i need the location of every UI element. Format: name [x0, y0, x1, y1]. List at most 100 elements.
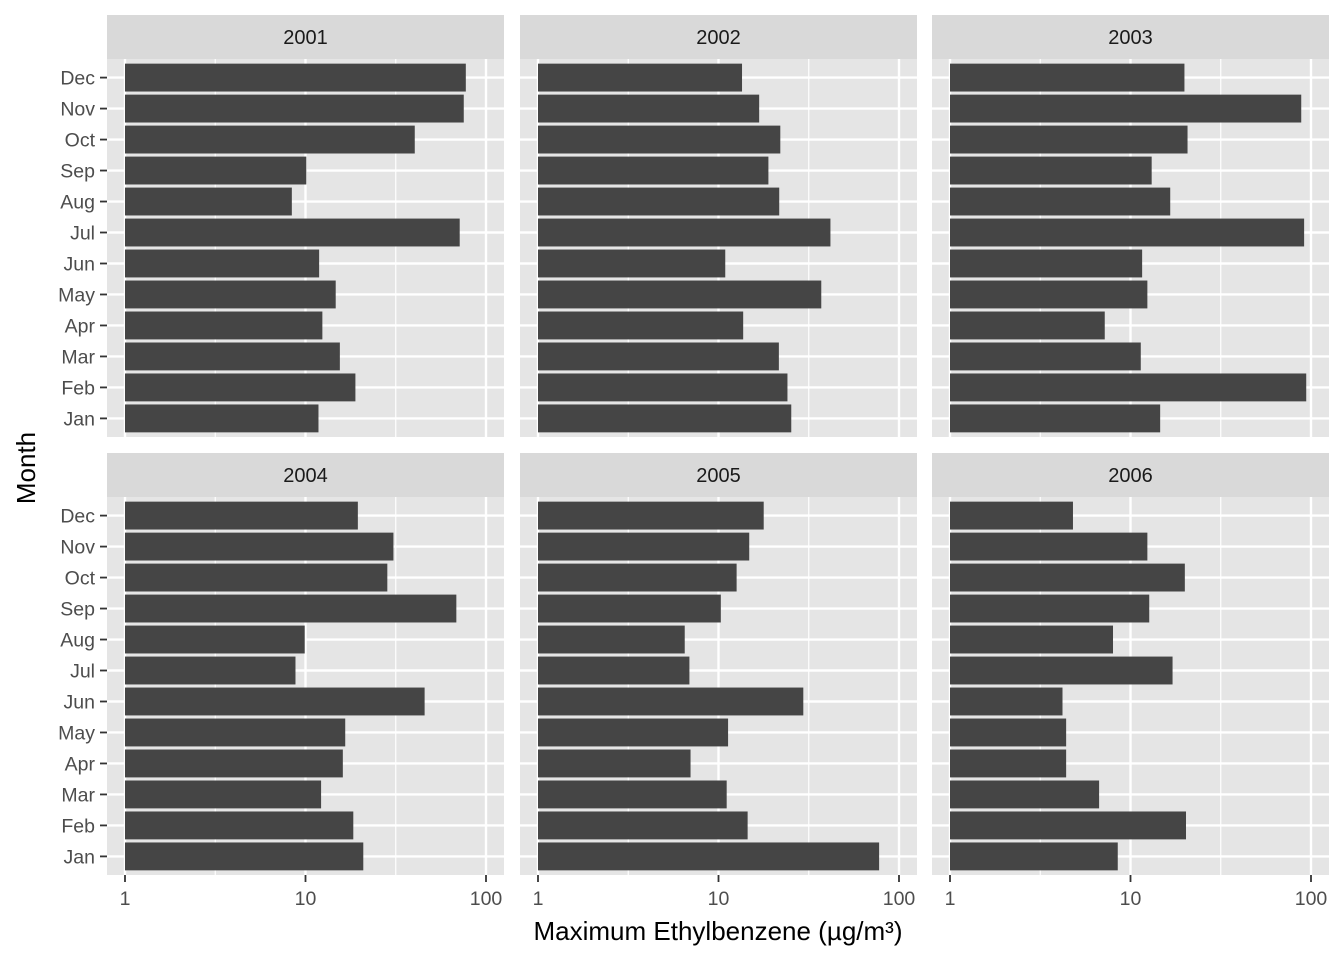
bar-Feb — [950, 373, 1307, 402]
panel-2004: 2004 Jan Feb Mar Apr May Jun Jul Aug Sep Oct Nov Dec… — [58, 453, 504, 910]
y-tick-label: Feb — [61, 815, 95, 837]
bar-Jun — [125, 687, 425, 716]
strip-label: 2004 — [283, 465, 328, 487]
x-tick-label: 1 — [945, 888, 956, 910]
strip-label: 2005 — [696, 465, 741, 487]
bar-Jul — [950, 656, 1173, 685]
bar-Jun — [950, 249, 1143, 278]
y-tick-label: Aug — [60, 192, 95, 214]
bar-Apr — [950, 749, 1067, 778]
x-axis-title: Maximum Ethylbenzene (µg/m³) — [534, 916, 903, 946]
x-tick-label: 100 — [1295, 888, 1328, 910]
bar-Sep — [538, 156, 769, 185]
bar-Jul — [125, 218, 460, 247]
strip-background — [520, 15, 917, 59]
y-tick-label: Sep — [60, 599, 95, 621]
bar-Jan — [950, 842, 1118, 871]
panel-2006: 2006 1 10 100 — [932, 453, 1329, 910]
x-tick-label: 1 — [120, 888, 131, 910]
bar-Oct — [950, 125, 1188, 154]
y-tick-label: Oct — [65, 130, 96, 152]
strip-background — [932, 15, 1329, 59]
bar-Dec — [538, 63, 743, 92]
bar-Mar — [950, 780, 1100, 809]
y-tick-label: Dec — [60, 68, 95, 90]
bar-Mar — [538, 780, 727, 809]
bar-Apr — [950, 311, 1105, 340]
y-tick-label: Jul — [70, 661, 95, 683]
bar-Oct — [125, 563, 388, 592]
bar-Sep — [538, 594, 721, 623]
bar-Nov — [950, 532, 1148, 561]
bar-Dec — [125, 501, 358, 530]
strip-background — [107, 453, 504, 497]
bar-Oct — [538, 563, 737, 592]
bar-Feb — [538, 811, 748, 840]
y-tick-label: Aug — [60, 630, 95, 652]
y-tick-label: Feb — [61, 377, 95, 399]
x-tick-label: 10 — [1120, 888, 1142, 910]
strip-background — [932, 453, 1329, 497]
bar-Jul — [950, 218, 1305, 247]
x-tick-label: 100 — [470, 888, 503, 910]
y-tick-label: Nov — [60, 99, 95, 121]
x-tick-label: 1 — [533, 888, 544, 910]
y-tick-label: Nov — [60, 537, 95, 559]
bar-May — [538, 280, 822, 309]
bar-Dec — [538, 501, 764, 530]
bar-Feb — [538, 373, 788, 402]
bar-Oct — [950, 563, 1185, 592]
bar-Aug — [125, 187, 292, 216]
bar-Mar — [538, 342, 779, 371]
bar-Feb — [125, 811, 354, 840]
x-tick-label: 10 — [708, 888, 730, 910]
bar-Dec — [950, 501, 1073, 530]
panel-2002: 2002 — [520, 15, 917, 437]
strip-label: 2002 — [696, 27, 741, 49]
strip-background — [107, 15, 504, 59]
bar-May — [125, 280, 336, 309]
bar-Jul — [538, 656, 690, 685]
y-tick-label: May — [58, 284, 95, 306]
y-axis-title: Month — [11, 432, 41, 504]
y-tick-label: Jun — [64, 253, 95, 275]
bar-Jul — [125, 656, 296, 685]
bar-Feb — [950, 811, 1187, 840]
bar-Jan — [125, 404, 319, 433]
bar-Nov — [950, 94, 1302, 123]
bar-Apr — [125, 749, 343, 778]
y-tick-label: Jul — [70, 223, 95, 245]
bar-Nov — [125, 532, 394, 561]
y-tick-label: Mar — [61, 346, 95, 368]
strip-label: 2001 — [283, 27, 328, 49]
bar-Apr — [538, 749, 691, 778]
bar-Dec — [950, 63, 1185, 92]
bar-Feb — [125, 373, 356, 402]
bar-Oct — [538, 125, 781, 154]
bar-Mar — [950, 342, 1141, 371]
bar-Jul — [538, 218, 831, 247]
panel-2003: 2003 — [932, 15, 1329, 437]
y-tick-label: Jan — [64, 846, 95, 868]
y-tick-label: Jun — [64, 691, 95, 713]
bar-Dec — [125, 63, 466, 92]
bar-Jan — [538, 842, 880, 871]
bar-Nov — [125, 94, 464, 123]
bar-Oct — [125, 125, 415, 154]
y-tick-label: Jan — [64, 408, 95, 430]
bar-May — [538, 718, 729, 747]
bar-Aug — [538, 187, 780, 216]
panel-2005: 2005 1 10 100 — [520, 453, 917, 910]
y-tick-label: Sep — [60, 161, 95, 183]
bar-Sep — [950, 156, 1152, 185]
bar-Jun — [538, 687, 804, 716]
y-tick-label: Mar — [61, 784, 95, 806]
bar-Nov — [538, 532, 750, 561]
x-tick-label: 100 — [883, 888, 916, 910]
bar-Nov — [538, 94, 760, 123]
y-tick-label: Oct — [65, 568, 96, 590]
bar-Apr — [538, 311, 744, 340]
bar-May — [950, 718, 1067, 747]
y-tick-label: Dec — [60, 506, 95, 528]
